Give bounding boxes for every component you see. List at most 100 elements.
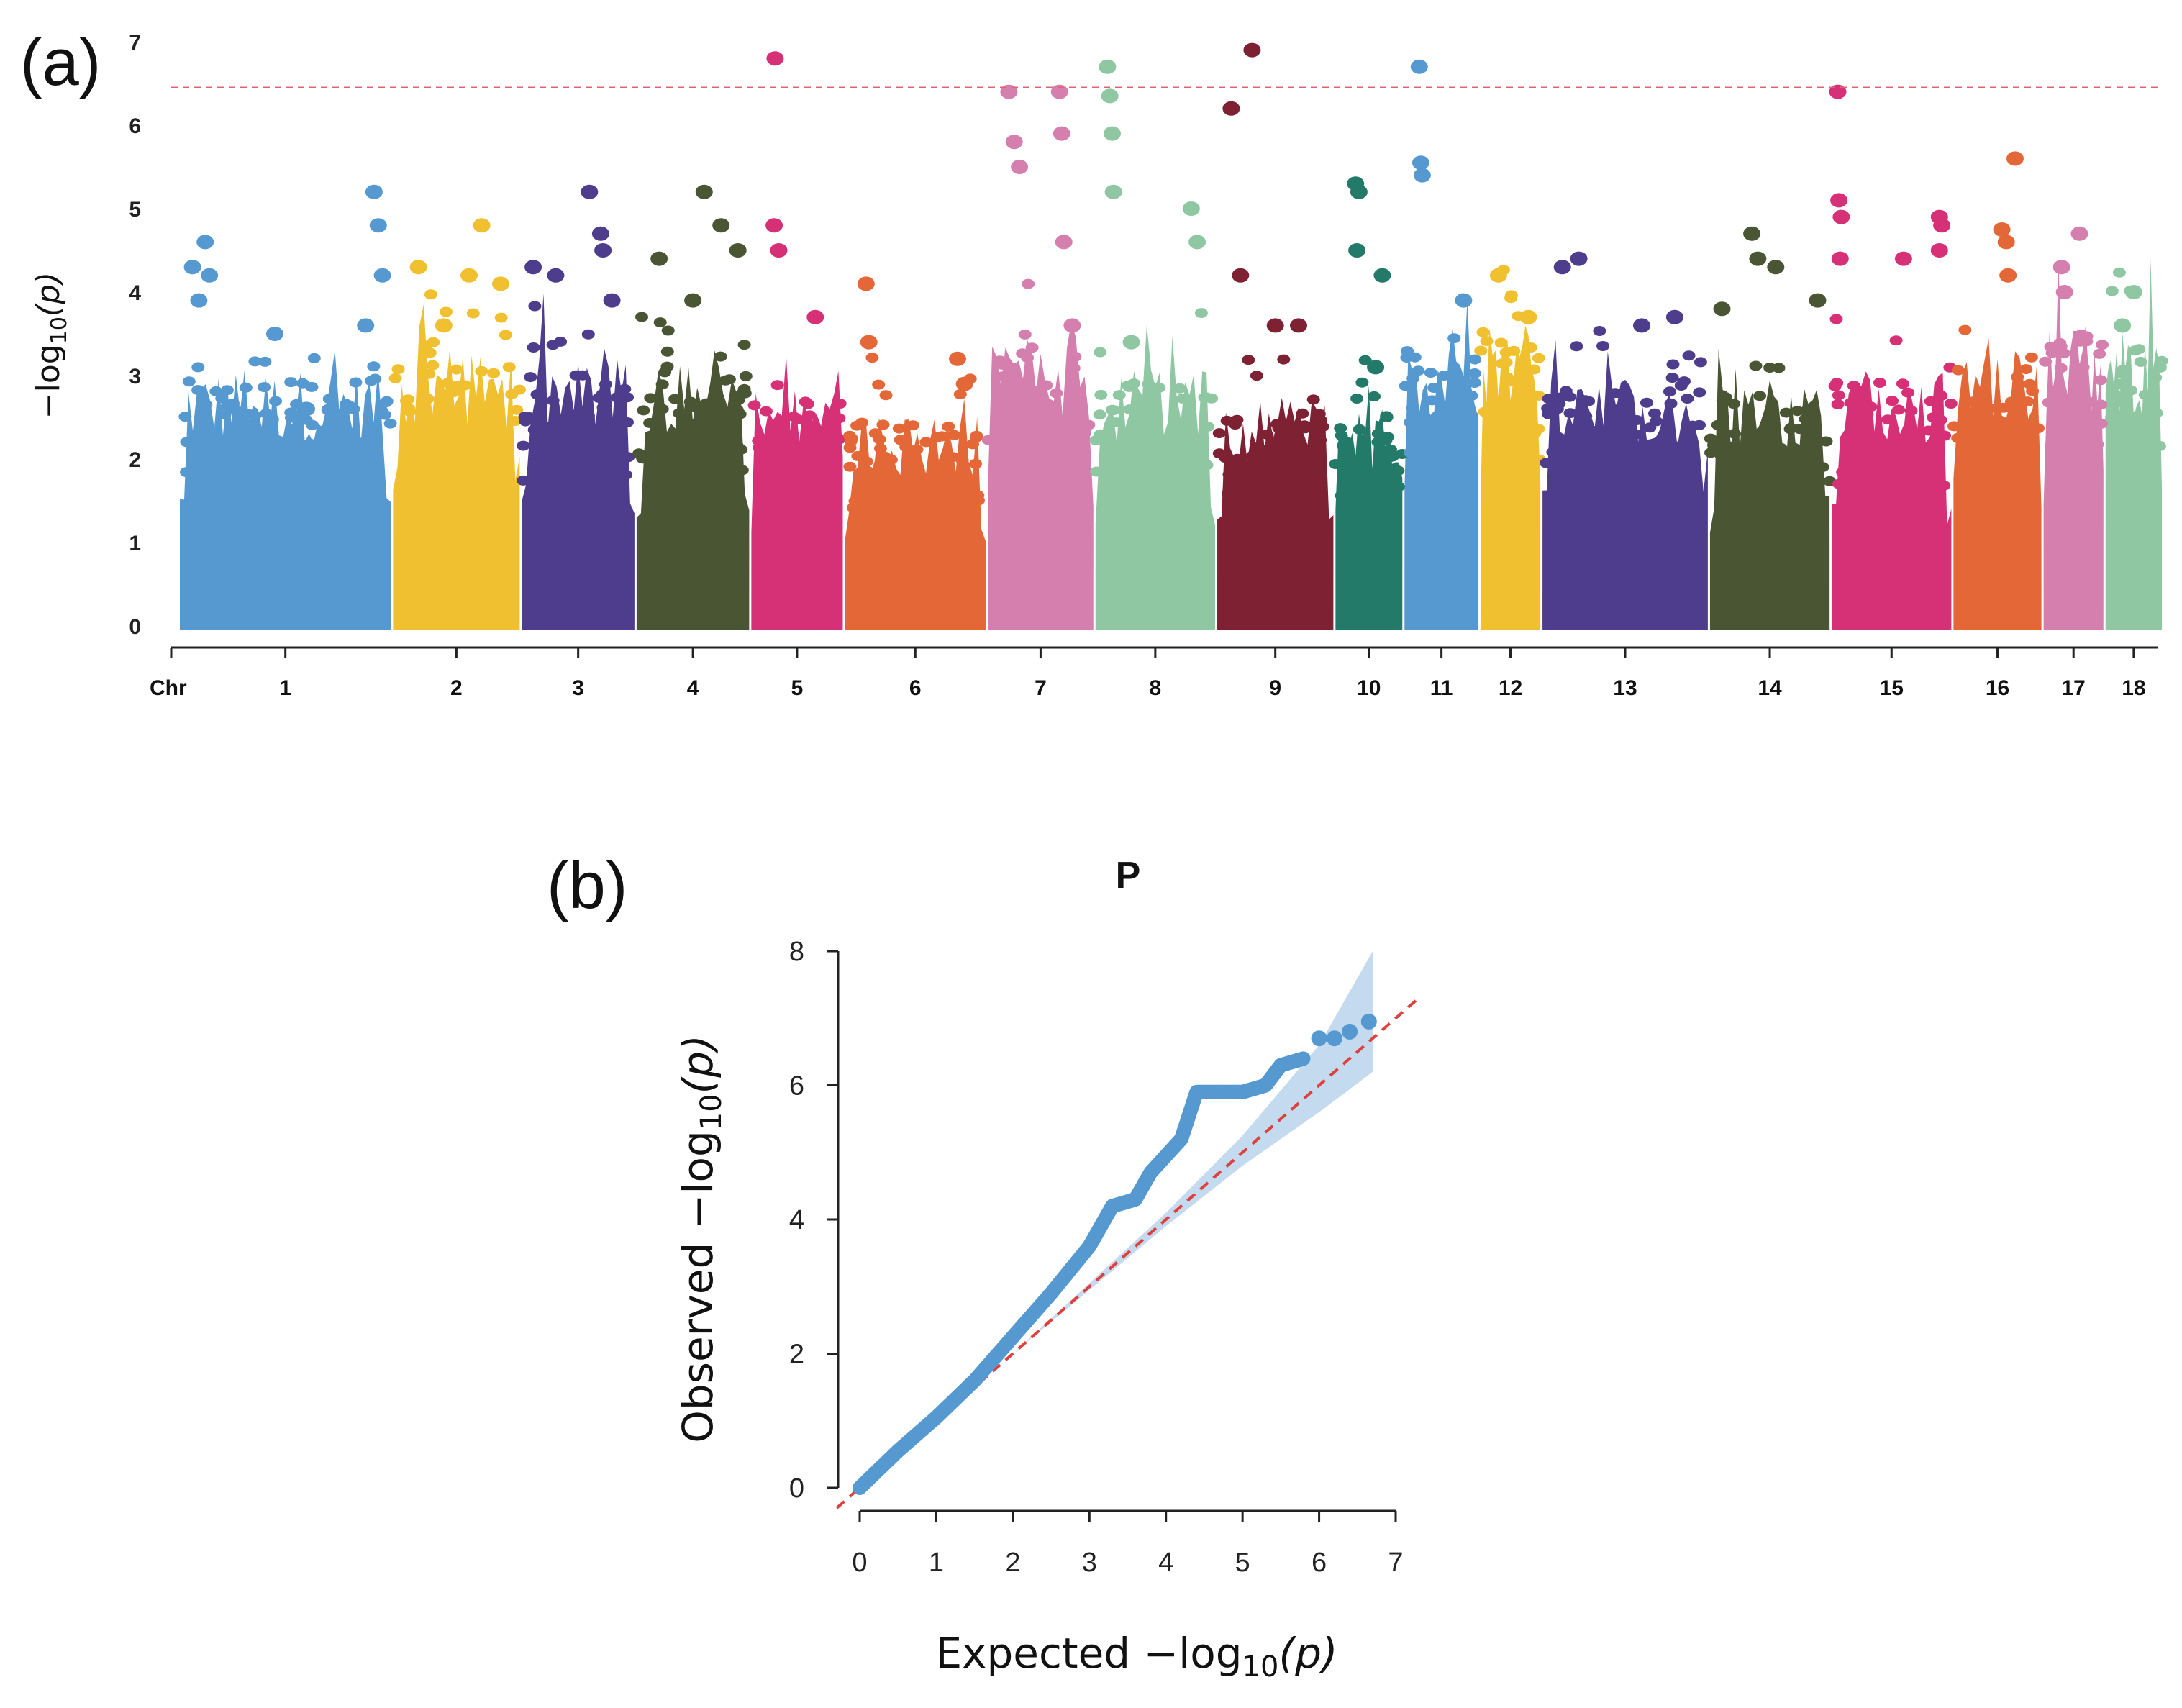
chr-11-snp [1425, 395, 1439, 406]
chr-5-snp [781, 490, 794, 501]
chr-5-snp [832, 413, 846, 424]
chr-14-snp [1801, 404, 1814, 415]
chr-3-snp [576, 456, 590, 467]
chr-12-snp [1524, 342, 1537, 353]
chr-6-peak-snp [857, 276, 875, 291]
chr-14-snp [1716, 395, 1729, 406]
chr-14-snp [1801, 481, 1814, 491]
chr-15-peak-snp [1894, 251, 1912, 266]
chr-3-peak-snp [581, 184, 599, 199]
chr-13-snp [1599, 474, 1613, 485]
chr-2-snp [450, 364, 463, 375]
chr-14-snp [1732, 451, 1746, 462]
chr-2-snp [403, 406, 417, 417]
chr-12-peak-snp [1519, 309, 1537, 324]
chr-13-snp [1680, 458, 1694, 468]
chr-5-snp [759, 406, 773, 417]
chr-16-snp [1977, 401, 1991, 412]
chr-1-snp [220, 385, 234, 396]
chr-12-snp [1504, 425, 1517, 436]
chr-1-peak-snp [266, 327, 283, 341]
chr-9-snp [1269, 465, 1282, 476]
chr-13-snp [1614, 402, 1628, 413]
chr-8-snp [1176, 478, 1190, 489]
chr-10-snp [1355, 377, 1369, 388]
chr-6-snp [843, 461, 857, 472]
chr-5-snp [828, 463, 842, 473]
chr-17-peak-snp [2055, 285, 2073, 299]
chr-7-peak-snp [1011, 160, 1029, 174]
chr-10-snp [1379, 496, 1393, 507]
chr-8-snp [1135, 440, 1148, 451]
chr-15-snp [1904, 405, 1918, 416]
chr-5-snp [795, 482, 809, 493]
chr-1-snp [278, 474, 291, 484]
chr-18-snp [2149, 372, 2163, 383]
chr-10-snp [1353, 472, 1365, 483]
chr-2-snp [440, 306, 453, 317]
chr-15-snp [1938, 430, 1952, 441]
chr-8-snp [1195, 466, 1209, 477]
chr-4-snp [681, 418, 695, 428]
chr-12-snp [1488, 394, 1501, 404]
chr-1-peak-snp [183, 260, 201, 275]
manhattan-ylabel-var: (p) [30, 272, 67, 317]
chr-3-snp [544, 421, 558, 432]
chr-10-peak-snp [1367, 360, 1385, 375]
chr-1-snp [182, 376, 196, 387]
chr-1-snp [199, 399, 213, 410]
chr-3-peak-snp [524, 260, 542, 275]
chr-16-snp [2013, 427, 2027, 438]
chr-15-snp [1836, 467, 1850, 478]
chr-9-snp [1222, 469, 1236, 480]
chr-11-snp [1401, 346, 1414, 357]
chr-16-snp [1969, 466, 1982, 477]
chr-11-snp [1427, 383, 1441, 393]
chr-1-peak-snp [201, 268, 219, 283]
chr-6-peak-snp [860, 335, 878, 350]
chr-16-peak-snp [1997, 235, 2015, 250]
chr-1-snp [274, 466, 288, 477]
chr-14-snp [1728, 428, 1741, 439]
chr-6-snp [873, 434, 886, 445]
chr-1-snp [224, 444, 238, 455]
chr-6-snp [860, 456, 873, 467]
chr-10-snp [1366, 475, 1380, 486]
chr-10-peak-snp [1348, 243, 1366, 258]
chr-13-snp [1663, 386, 1676, 397]
chr-2-snp [445, 406, 459, 417]
chr-1-snp [240, 468, 254, 478]
chr-1-snp [364, 376, 378, 386]
chr-3-snp [524, 372, 537, 383]
qq-tail-point [1342, 1023, 1358, 1040]
chr-5-peak-snp [765, 218, 783, 233]
chr-4-body [636, 350, 750, 630]
chr-15-snp [1832, 390, 1845, 401]
manhattan-ytick-label: 2 [129, 448, 141, 472]
chr-17-snp [2077, 419, 2091, 430]
chr-11-peak-snp [1455, 293, 1473, 308]
chr-7-peak-snp [1053, 126, 1070, 141]
chr-8-snp [1163, 478, 1176, 489]
panel-b-label: (b) [547, 849, 627, 922]
chr-7-snp [1020, 422, 1034, 433]
chr-13-snp [1631, 467, 1645, 478]
chr-4-snp [681, 442, 695, 453]
chr-9-snp [1242, 355, 1255, 365]
chr-8-snp [1147, 421, 1161, 432]
chr-8-snp [1123, 404, 1137, 415]
chr-11-snp [1435, 400, 1448, 411]
chr-4-snp [644, 393, 658, 404]
chr-3-snp [528, 301, 542, 312]
chr-3-snp [570, 471, 584, 482]
chr-7-snp [993, 355, 1006, 366]
chr-12-label: 12 [1499, 676, 1522, 700]
manhattan-ylabel-sub: 10 [47, 317, 72, 344]
chr-4-snp [655, 379, 669, 390]
manhattan-y-axis: 0 1 2 3 4 5 6 7 [129, 31, 141, 639]
chr-6-snp [919, 437, 933, 448]
chr-9-snp [1260, 429, 1274, 440]
chr-5-snp [785, 438, 799, 448]
panel-a-label: (a) [20, 26, 101, 99]
chr-14-snp [1767, 444, 1781, 454]
